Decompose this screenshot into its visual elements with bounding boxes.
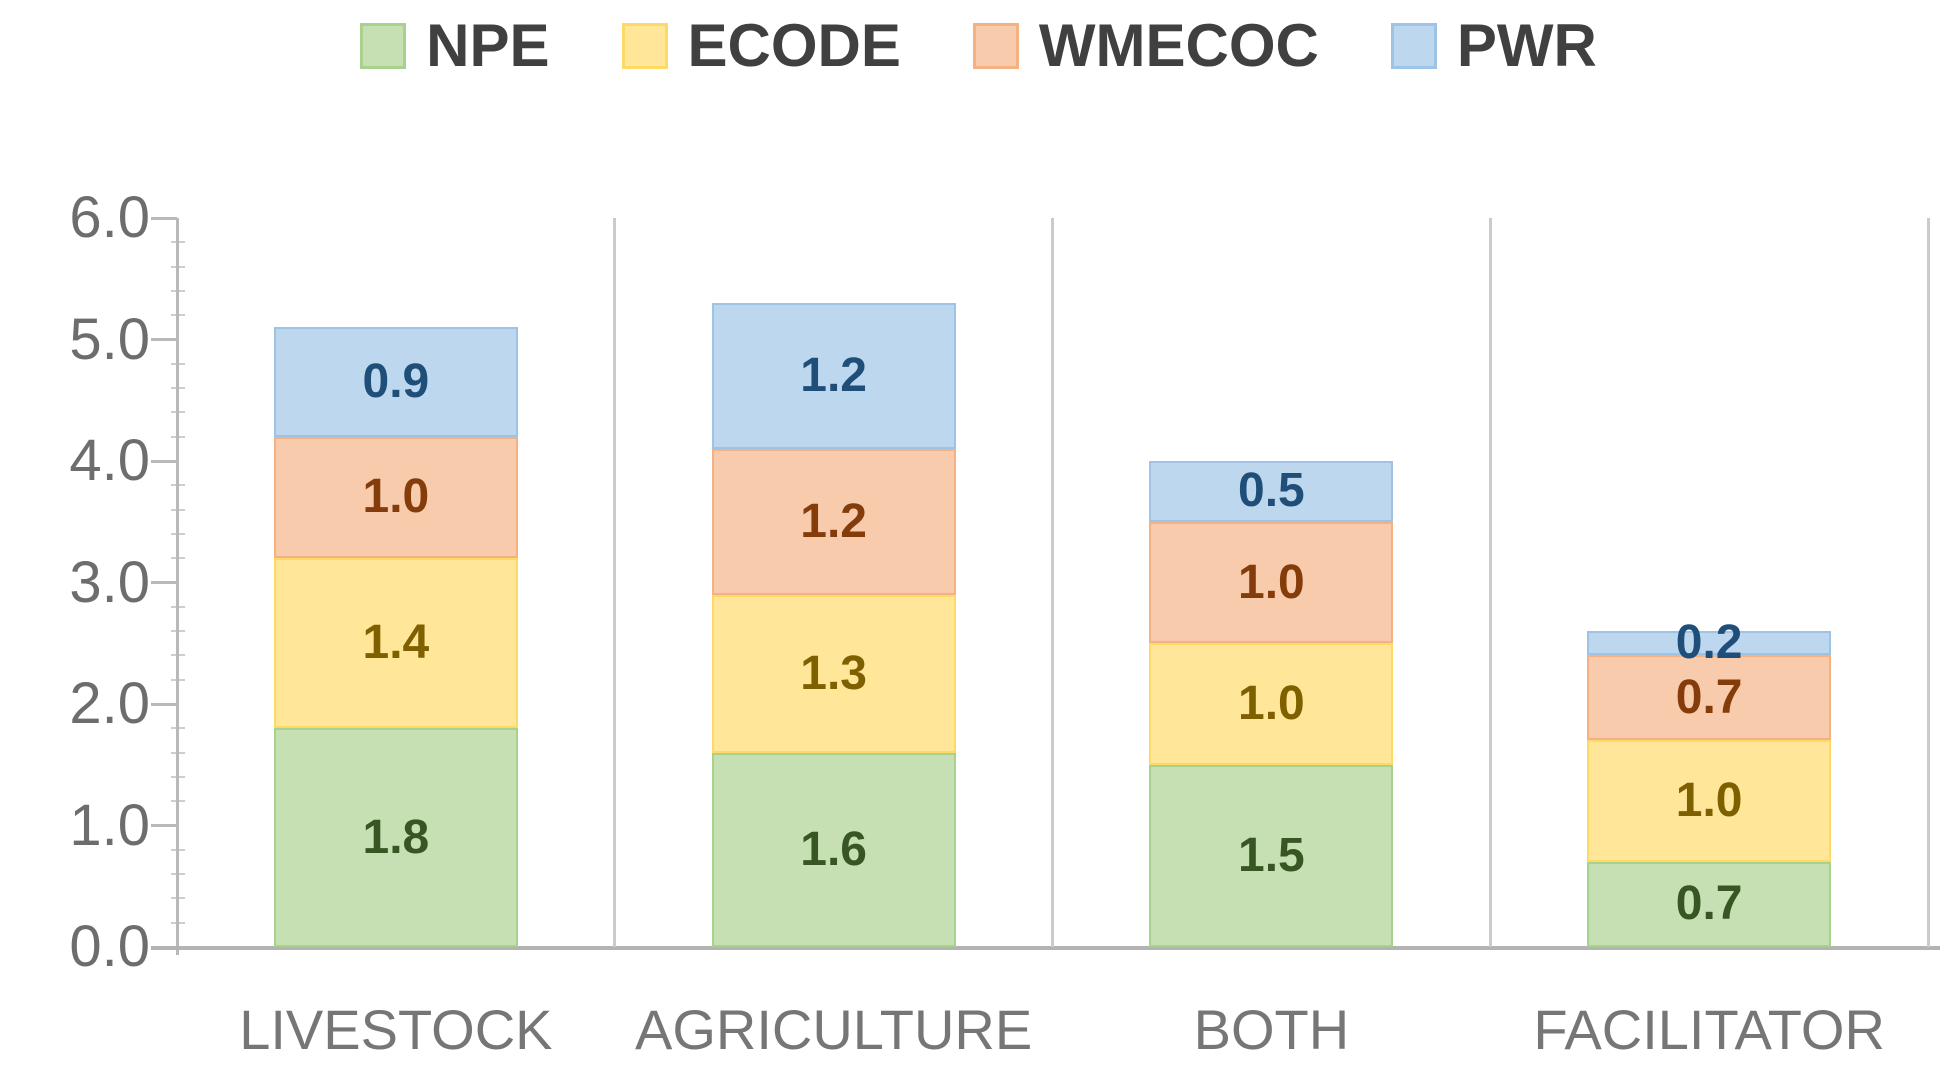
legend-swatch-pwr-icon xyxy=(1390,23,1437,69)
data-label: 1.8 xyxy=(362,810,430,864)
category-separator-line xyxy=(1051,218,1054,947)
bar-agriculture: 1.2 1.2 1.3 1.6 xyxy=(711,303,956,947)
segment-ecode-facilitator: 1.0 xyxy=(1587,740,1832,862)
y-axis-tick-label: 1.0 xyxy=(69,792,150,858)
data-label: 0.7 xyxy=(1675,877,1743,931)
segment-pwr-livestock: 0.9 xyxy=(273,327,518,437)
data-label: 1.2 xyxy=(800,348,867,402)
legend-label: PWR xyxy=(1456,12,1597,79)
y-axis-major-tick xyxy=(151,216,177,220)
segment-wmecoc-facilitator: 0.7 xyxy=(1587,655,1832,741)
category-label-both: BOTH xyxy=(1193,998,1350,1061)
category-separator-line xyxy=(1926,218,1930,947)
legend-item-pwr: PWR xyxy=(1390,12,1597,79)
data-label: 0.5 xyxy=(1238,464,1305,518)
legend-item-ecode: ECODE xyxy=(621,12,901,79)
bar-livestock: 0.9 1.0 1.4 1.8 xyxy=(273,327,518,947)
y-axis-tick-label: 3.0 xyxy=(69,549,150,615)
legend-swatch-ecode-icon xyxy=(621,23,668,69)
segment-wmecoc-agriculture: 1.2 xyxy=(711,448,956,595)
data-label: 1.0 xyxy=(1238,555,1305,609)
category-label-livestock: LIVESTOCK xyxy=(239,998,553,1061)
y-axis-major-tick xyxy=(151,702,177,706)
data-label: 1.3 xyxy=(800,646,867,700)
category-separator-line xyxy=(1488,218,1492,947)
legend-label: WMECOC xyxy=(1038,12,1319,79)
y-axis-tick-label: 0.0 xyxy=(69,914,150,979)
segment-ecode-livestock: 1.4 xyxy=(273,558,518,729)
segment-ecode-agriculture: 1.3 xyxy=(711,594,956,753)
y-axis-major-tick xyxy=(151,824,177,827)
data-label: 0.7 xyxy=(1675,670,1743,724)
data-label: 1.0 xyxy=(1238,677,1305,730)
data-label: 0.9 xyxy=(362,355,430,409)
category-label-facilitator: FACILITATOR xyxy=(1533,998,1885,1061)
x-axis-line xyxy=(151,946,1940,950)
legend-item-wmecoc: WMECOC xyxy=(972,12,1319,79)
y-axis-major-tick xyxy=(151,459,177,463)
legend-swatch-wmecoc-icon xyxy=(972,23,1019,69)
y-axis-tick-label: 2.0 xyxy=(69,671,150,736)
y-axis-line xyxy=(176,218,179,955)
segment-wmecoc-livestock: 1.0 xyxy=(273,436,518,559)
segment-npe-livestock: 1.8 xyxy=(273,728,518,947)
legend-item-npe: NPE xyxy=(360,12,550,79)
segment-npe-facilitator: 0.7 xyxy=(1587,861,1832,947)
bar-facilitator: 0.2 0.7 1.0 0.7 xyxy=(1587,619,1832,947)
segment-pwr-facilitator: 0.2 xyxy=(1587,619,1832,667)
y-axis-tick-label: 6.0 xyxy=(69,185,150,250)
segment-pwr-both: 0.5 xyxy=(1149,461,1394,522)
segment-ecode-both: 1.0 xyxy=(1149,643,1394,765)
legend-label: NPE xyxy=(426,12,550,79)
data-label: 0.2 xyxy=(1675,616,1743,670)
legend-swatch-npe-icon xyxy=(360,23,407,69)
data-label: 1.0 xyxy=(362,470,430,524)
bar-both: 0.5 1.0 1.0 1.5 xyxy=(1149,461,1394,947)
y-axis-major-tick xyxy=(151,581,177,584)
y-axis-major-tick xyxy=(151,338,177,341)
data-label: 1.2 xyxy=(800,494,867,548)
y-axis-tick-label: 4.0 xyxy=(69,428,150,493)
y-axis-tick-label: 5.0 xyxy=(69,306,150,372)
legend-label: ECODE xyxy=(687,12,901,79)
category-separator-line xyxy=(613,218,617,947)
data-label: 1.0 xyxy=(1675,774,1743,828)
category-label-agriculture: AGRICULTURE xyxy=(635,998,1033,1061)
segment-wmecoc-both: 1.0 xyxy=(1149,521,1394,644)
segment-npe-both: 1.5 xyxy=(1149,764,1394,947)
data-label: 1.6 xyxy=(800,822,867,876)
chart-legend: NPE ECODE WMECOC PWR xyxy=(0,16,1957,76)
segment-npe-agriculture: 1.6 xyxy=(711,752,956,947)
data-label: 1.5 xyxy=(1238,828,1305,882)
data-label: 1.4 xyxy=(362,616,430,670)
segment-pwr-agriculture: 1.2 xyxy=(711,303,956,449)
